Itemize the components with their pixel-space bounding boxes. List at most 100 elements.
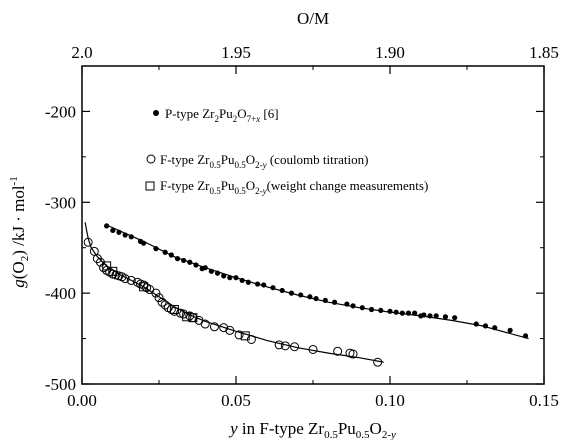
p-type-point (162, 249, 168, 255)
x-bottom-tick-label: 0.15 (529, 391, 559, 410)
p-type-point (128, 234, 134, 240)
coulomb-titration-point (225, 325, 235, 335)
p-type-point (227, 275, 233, 281)
y-axis-ticks: -500 -400 -300 -200 (45, 102, 544, 394)
p-type-point (442, 314, 449, 320)
p-type-point (104, 223, 110, 229)
x-bottom-axis-ticks: 0.00 0.05 0.10 0.15 (67, 376, 559, 410)
coulomb-titration-point (373, 357, 383, 367)
coulomb-titration-point (120, 274, 130, 284)
p-type-point (387, 308, 393, 314)
p-type-point (359, 305, 365, 311)
y-tick-label: -200 (45, 102, 76, 121)
p-type-point (368, 306, 375, 313)
p-type-point (412, 310, 418, 316)
y-tick-label: -400 (45, 284, 76, 303)
p-type-point (174, 256, 181, 262)
x-top-axis-ticks: 2.0 1.95 1.90 1.85 (71, 43, 559, 74)
coulomb-titration-point (99, 263, 109, 273)
data-points (83, 223, 529, 367)
legend-label-weight: F-type Zr0.5Pu0.5O2-y(weight change meas… (160, 178, 428, 196)
x-top-tick-label: 1.90 (375, 43, 405, 62)
p-type-point (331, 299, 338, 305)
p-type-point (378, 307, 384, 314)
p-type-point (208, 268, 214, 274)
p-type-point (405, 310, 412, 316)
p-type-point (350, 303, 356, 309)
weight-change-point (240, 331, 250, 341)
coulomb-titration-point (280, 341, 290, 351)
p-type-point (399, 310, 405, 316)
p-type-point (193, 262, 199, 268)
p-type-point (492, 325, 498, 331)
coulomb-titration-point (157, 297, 167, 307)
coulomb-titration-point (160, 300, 170, 310)
p-type-point (473, 321, 479, 327)
p-type-point (221, 273, 227, 279)
legend-marker-weight (145, 181, 155, 191)
p-type-point (254, 281, 261, 287)
p-type-point (261, 282, 267, 288)
coulomb-titration-point (308, 344, 318, 354)
legend-marker-p-type (153, 110, 159, 116)
x-bottom-tick-label: 0.00 (67, 391, 97, 410)
p-type-point (245, 279, 251, 285)
coulomb-titration-point (179, 309, 189, 319)
x-top-tick-label: 1.95 (221, 43, 251, 62)
coulomb-titration-point (234, 330, 244, 340)
coulomb-titration-point (290, 342, 300, 352)
p-type-point (433, 313, 439, 319)
p-type-point (288, 290, 295, 296)
x-top-tick-label: 1.85 (529, 43, 559, 62)
p-type-point (313, 295, 319, 302)
p-type-point (393, 309, 399, 315)
x-bottom-tick-label: 0.10 (375, 391, 405, 410)
plot-frame (81, 65, 545, 385)
x-top-tick-label: 2.0 (71, 43, 92, 62)
legend-label-coulomb: F-type Zr0.5Pu0.5O2-y (coulomb titration… (160, 152, 368, 170)
coulomb-titration-point (200, 319, 210, 329)
p-type-point (153, 246, 159, 252)
p-type-point (141, 240, 147, 246)
coulomb-titration-point (126, 275, 136, 285)
p-type-point (168, 252, 174, 258)
p-type-point (270, 285, 276, 291)
legend-marker-coulomb (146, 154, 156, 164)
y-tick-label: -300 (45, 193, 76, 212)
x-bottom-tick-label: 0.05 (221, 391, 251, 410)
weight-change-point (102, 261, 112, 271)
p-type-point (202, 265, 208, 271)
weight-change-point (188, 313, 198, 323)
p-type-point (187, 259, 193, 265)
fit-curve (84, 222, 384, 363)
p-type-point (214, 270, 221, 276)
coulomb-titration-point (209, 322, 219, 332)
p-type-point (427, 313, 433, 319)
p-type-point (279, 287, 285, 294)
p-type-point (322, 297, 328, 304)
p-type-point (452, 315, 458, 321)
y-axis-title: g(O2) /kJ · mol-1 (8, 176, 31, 287)
fit-curve (106, 224, 529, 340)
x-top-axis-title: O/M (297, 9, 329, 28)
weight-change-point (169, 304, 179, 314)
coulomb-titration-point (348, 349, 358, 359)
coulomb-titration-point (151, 288, 161, 298)
p-type-point (116, 229, 122, 235)
x-bottom-axis-title: y in F-type Zr0.5Pu0.5O2-y (228, 419, 396, 440)
p-type-point (307, 294, 313, 300)
p-type-point (122, 232, 128, 238)
coulomb-titration-point (219, 323, 229, 333)
p-type-point (110, 227, 116, 234)
p-type-point (344, 301, 350, 307)
y-tick-label: -500 (45, 375, 76, 394)
coulomb-titration-point (333, 346, 343, 356)
p-type-point (507, 327, 513, 333)
coulomb-titration-point (154, 293, 164, 303)
weight-change-point (139, 282, 149, 292)
coulomb-titration-point (274, 340, 284, 350)
weight-change-point (108, 266, 118, 276)
legend-label-p-type: P-type Zr2Pu2O7+x [6] (165, 106, 279, 124)
p-type-point (239, 277, 245, 284)
